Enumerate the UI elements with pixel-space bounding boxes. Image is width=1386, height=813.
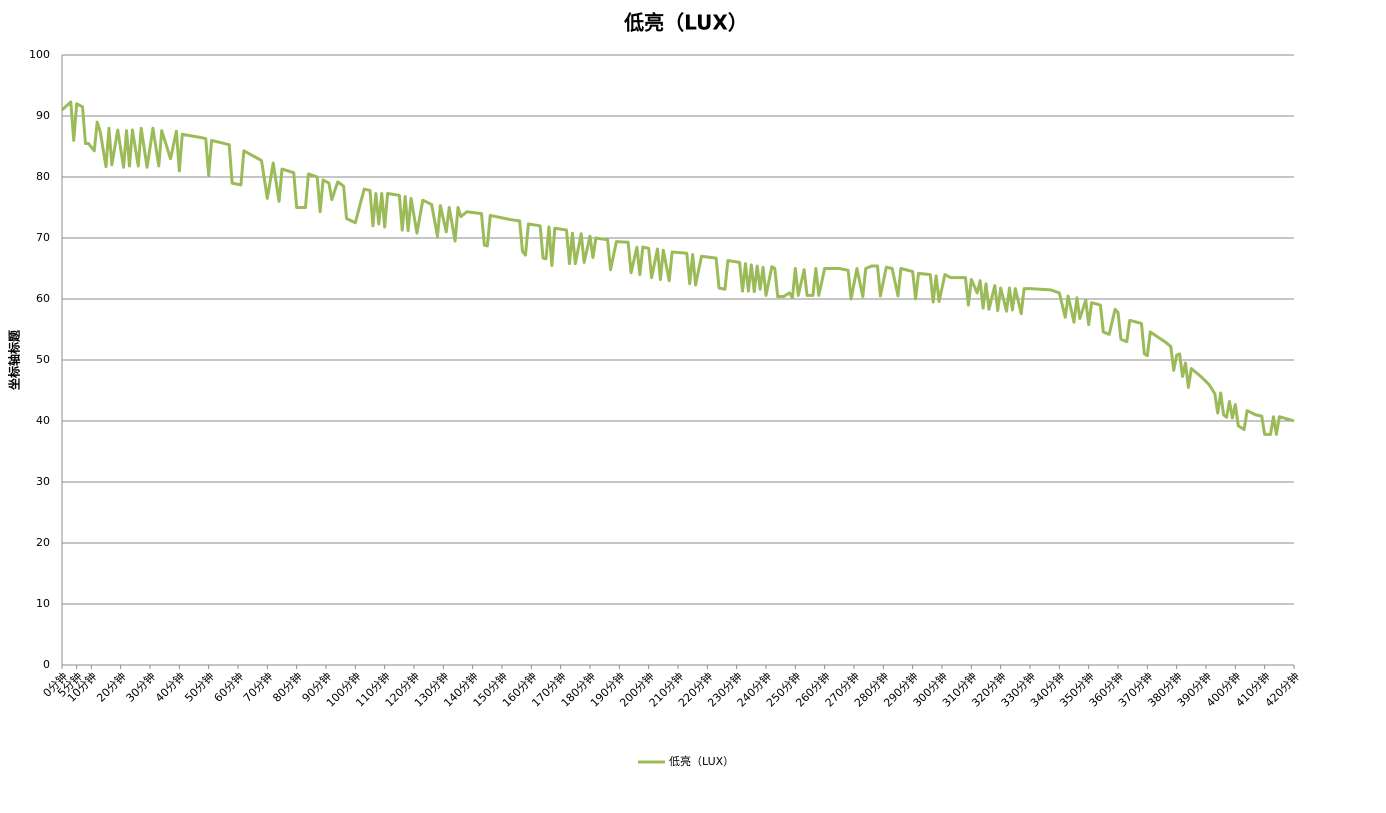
y-tick-label: 10 <box>36 597 50 610</box>
legend-label: 低亮（LUX） <box>669 754 734 768</box>
y-tick-label: 50 <box>36 353 50 366</box>
y-axis-title: 坐标轴标题 <box>7 329 22 390</box>
x-tick-label: 20分钟 <box>94 669 129 704</box>
y-tick-label: 40 <box>36 414 50 427</box>
y-tick-label: 90 <box>36 109 50 122</box>
x-tick-label: 70分钟 <box>240 669 275 704</box>
y-tick-label: 100 <box>29 48 50 61</box>
y-tick-label: 80 <box>36 170 50 183</box>
y-tick-label: 30 <box>36 475 50 488</box>
x-tick-label: 60分钟 <box>211 669 246 704</box>
y-tick-label: 60 <box>36 292 50 305</box>
x-tick-label: 50分钟 <box>182 669 217 704</box>
y-tick-label: 70 <box>36 231 50 244</box>
y-tick-label: 0 <box>43 658 50 671</box>
x-tick-label: 30分钟 <box>123 669 158 704</box>
x-tick-label: 80分钟 <box>270 669 305 704</box>
x-tick-label: 40分钟 <box>152 669 187 704</box>
chart-title: 低亮（LUX） <box>623 11 748 35</box>
data-line <box>60 100 1295 436</box>
y-tick-label: 20 <box>36 536 50 549</box>
